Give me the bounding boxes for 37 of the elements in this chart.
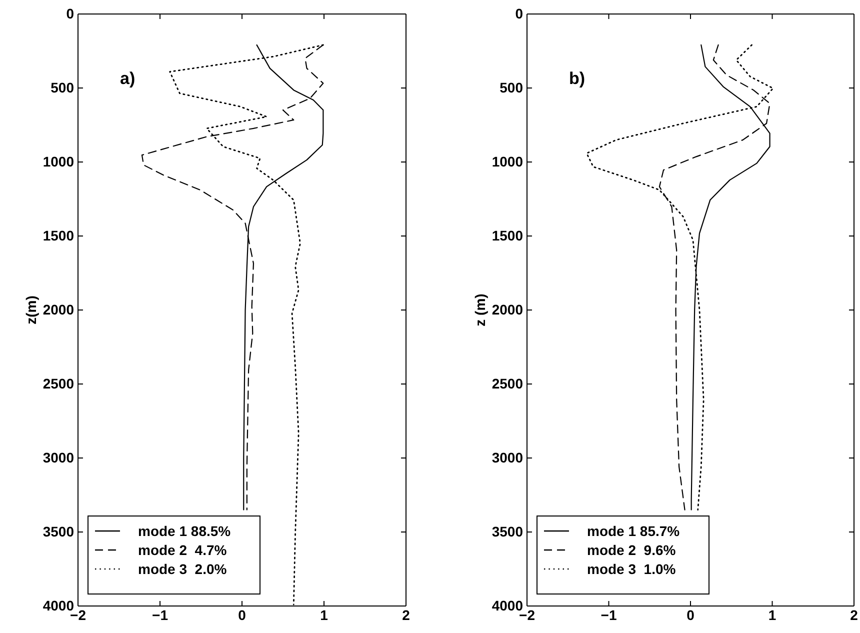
x-tick-label: 0 xyxy=(686,606,695,623)
x-tick-label: −1 xyxy=(152,606,168,623)
legend-label: mode 3 2.0% xyxy=(138,561,228,577)
y-tick-label: 3000 xyxy=(42,449,74,466)
y-axis-title: z (m) xyxy=(472,294,488,326)
y-tick-label: 500 xyxy=(500,79,524,96)
legend-label: mode 2 4.7% xyxy=(138,542,228,558)
y-axis-title: z(m) xyxy=(23,296,39,324)
line-series xyxy=(586,44,774,510)
y-tick-label: 1000 xyxy=(492,153,524,170)
y-tick-label: 2000 xyxy=(42,301,74,318)
x-tick-label: 2 xyxy=(402,606,410,623)
x-tick-label: 2 xyxy=(850,606,858,623)
y-tick-label: 2000 xyxy=(492,301,524,318)
legend-label: mode 3 1.0% xyxy=(587,561,676,577)
y-tick-label: 0 xyxy=(515,5,524,22)
y-tick-label: 4000 xyxy=(492,597,524,614)
y-tick-label: 0 xyxy=(66,5,74,22)
legend-label: mode 2 9.6% xyxy=(587,542,676,558)
text: b) xyxy=(569,69,586,88)
y-tick-label: 4000 xyxy=(42,597,74,614)
y-tick-label: 1000 xyxy=(42,153,74,170)
x-tick-label: 0 xyxy=(238,606,246,623)
y-tick-label: 3500 xyxy=(492,523,524,540)
legend-label: mode 1 88.5% xyxy=(138,523,232,539)
y-tick-label: 3000 xyxy=(492,449,524,466)
text: a) xyxy=(120,69,136,88)
y-tick-label: 3500 xyxy=(42,523,74,540)
x-tick-label: −1 xyxy=(600,606,617,623)
x-tick-label: 1 xyxy=(768,606,776,623)
y-tick-label: 2500 xyxy=(42,375,74,392)
legend-label: mode 1 85.7% xyxy=(587,523,680,539)
y-tick-label: 1500 xyxy=(42,227,74,244)
y-tick-label: 500 xyxy=(50,79,74,96)
x-tick-label: 1 xyxy=(320,606,328,623)
y-tick-label: 2500 xyxy=(492,375,524,392)
y-tick-label: 1500 xyxy=(492,227,524,244)
